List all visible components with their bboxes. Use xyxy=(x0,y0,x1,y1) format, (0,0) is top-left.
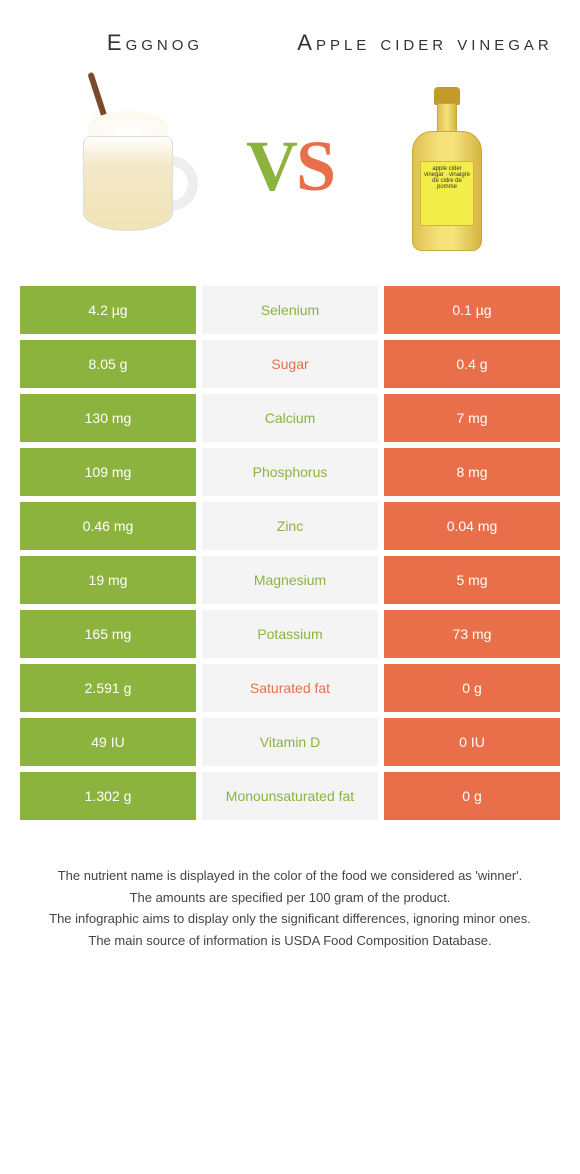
value-right: 0.04 mg xyxy=(384,502,560,550)
value-left: 0.46 mg xyxy=(20,502,196,550)
footer-line: The infographic aims to display only the… xyxy=(40,909,540,929)
vs-label: VS xyxy=(246,130,334,202)
nutrient-name: Zinc xyxy=(202,502,378,550)
value-left: 165 mg xyxy=(20,610,196,658)
table-row: 4.2 µgSelenium0.1 µg xyxy=(20,286,560,334)
title-right: Apple cider vinegar xyxy=(290,30,560,56)
nutrient-name: Monounsaturated fat xyxy=(202,772,378,820)
value-left: 2.591 g xyxy=(20,664,196,712)
nutrient-name: Selenium xyxy=(202,286,378,334)
value-right: 0 IU xyxy=(384,718,560,766)
comparison-table: 4.2 µgSelenium0.1 µg 8.05 gSugar0.4 g 130 … xyxy=(20,286,560,820)
nutrient-name: Saturated fat xyxy=(202,664,378,712)
table-row: 19 mgMagnesium5 mg xyxy=(20,556,560,604)
header-left: Eggnog xyxy=(20,30,290,56)
footer: The nutrient name is displayed in the co… xyxy=(0,826,580,972)
table-row: 0.46 mgZinc0.04 mg xyxy=(20,502,560,550)
value-left: 130 mg xyxy=(20,394,196,442)
footer-line: The amounts are specified per 100 gram o… xyxy=(40,888,540,908)
table-row: 165 mgPotassium73 mg xyxy=(20,610,560,658)
nutrient-name: Calcium xyxy=(202,394,378,442)
header-right: Apple cider vinegar xyxy=(290,30,560,56)
footer-line: The main source of information is USDA F… xyxy=(40,931,540,951)
table-row: 130 mgCalcium7 mg xyxy=(20,394,560,442)
table-row: 1.302 gMonounsaturated fat0 g xyxy=(20,772,560,820)
image-right: apple cider vinegar · vinaigre de cidre … xyxy=(334,76,560,256)
nutrient-name: Vitamin D xyxy=(202,718,378,766)
value-right: 8 mg xyxy=(384,448,560,496)
vs-v: V xyxy=(246,126,296,206)
bottle-label-text: apple cider vinegar · vinaigre de cidre … xyxy=(420,161,474,226)
vs-s: S xyxy=(296,126,334,206)
nutrient-name: Sugar xyxy=(202,340,378,388)
nutrient-name: Potassium xyxy=(202,610,378,658)
value-left: 49 IU xyxy=(20,718,196,766)
table-row: 109 mgPhosphorus8 mg xyxy=(20,448,560,496)
title-left: Eggnog xyxy=(20,30,290,56)
table-row: 8.05 gSugar0.4 g xyxy=(20,340,560,388)
value-right: 0 g xyxy=(384,772,560,820)
value-right: 5 mg xyxy=(384,556,560,604)
value-left: 1.302 g xyxy=(20,772,196,820)
header: Eggnog Apple cider vinegar xyxy=(0,0,580,66)
image-left xyxy=(20,76,246,256)
value-left: 19 mg xyxy=(20,556,196,604)
footer-line: The nutrient name is displayed in the co… xyxy=(40,866,540,886)
nutrient-name: Magnesium xyxy=(202,556,378,604)
value-left: 109 mg xyxy=(20,448,196,496)
value-right: 0.1 µg xyxy=(384,286,560,334)
images-row: VS apple cider vinegar · vinaigre de cid… xyxy=(0,66,580,286)
value-left: 8.05 g xyxy=(20,340,196,388)
table-row: 49 IUVitamin D0 IU xyxy=(20,718,560,766)
value-right: 73 mg xyxy=(384,610,560,658)
value-right: 0 g xyxy=(384,664,560,712)
table-row: 2.591 gSaturated fat0 g xyxy=(20,664,560,712)
vinegar-bottle-icon: apple cider vinegar · vinaigre de cidre … xyxy=(402,81,492,251)
value-right: 7 mg xyxy=(384,394,560,442)
value-left: 4.2 µg xyxy=(20,286,196,334)
eggnog-icon xyxy=(58,91,208,241)
nutrient-name: Phosphorus xyxy=(202,448,378,496)
value-right: 0.4 g xyxy=(384,340,560,388)
